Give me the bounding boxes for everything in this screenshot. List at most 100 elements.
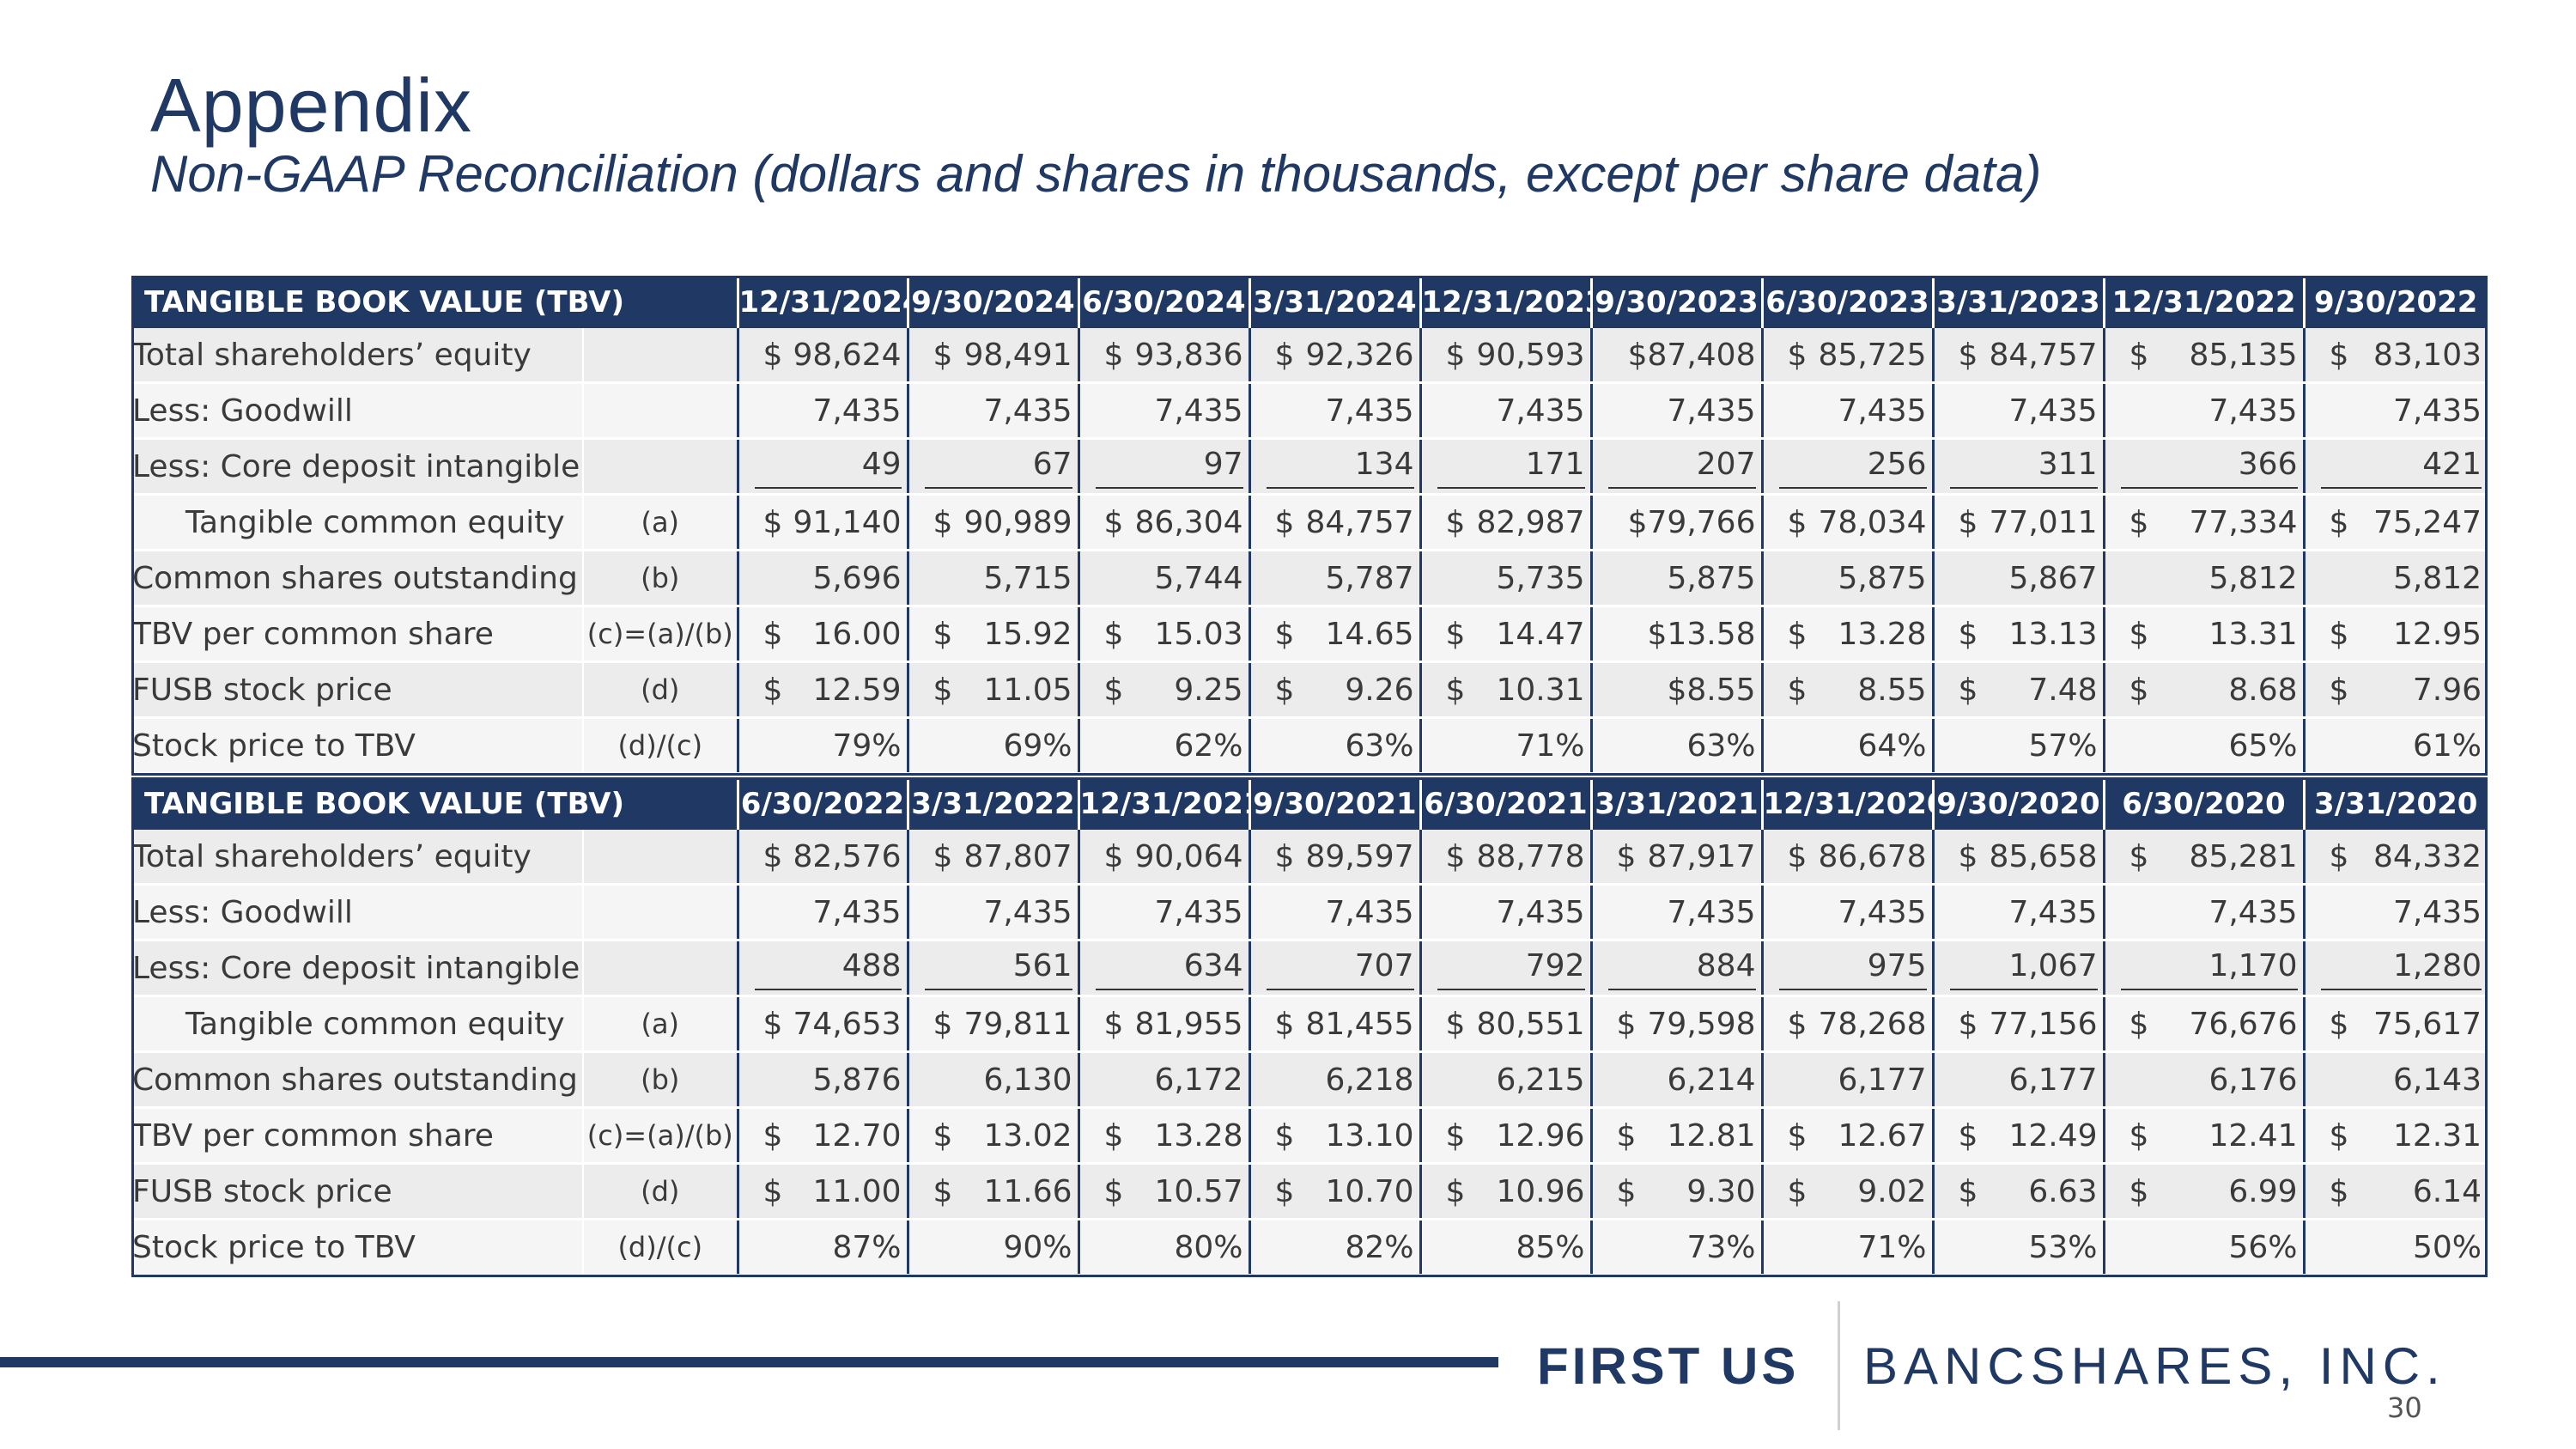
value-cell: 7,435: [1589, 884, 1762, 941]
value-number: 975: [1867, 947, 1927, 983]
value-cell: $90,064: [1077, 830, 1249, 886]
row-label: Tangible common equity: [132, 494, 583, 551]
value-cell: 884: [1589, 940, 1762, 997]
value-number: 5,696: [812, 560, 902, 596]
value-number: 6.63: [2028, 1173, 2098, 1209]
value-cell: $13.28: [1760, 606, 1933, 663]
currency-symbol: $: [933, 1006, 953, 1042]
table-heading: TANGIBLE BOOK VALUE (TBV): [132, 277, 738, 328]
value-number: 56%: [2228, 1229, 2298, 1265]
value-number: 7,435: [983, 393, 1072, 429]
value-cell: $9.26: [1248, 661, 1420, 719]
value-cell: 69%: [906, 717, 1078, 775]
value-cell: $6.63: [1931, 1163, 2104, 1221]
value-cell: 6,177: [1931, 1051, 2104, 1109]
column-date: 12/31/2024: [736, 277, 908, 328]
value-cell: 7,435: [1589, 382, 1762, 440]
value-cell: $10.96: [1419, 1163, 1591, 1221]
value-cell: $91,140: [736, 494, 908, 551]
column-date: 9/30/2024: [906, 277, 1078, 328]
row-label: Less: Goodwill: [132, 382, 583, 440]
currency-symbol: $: [1445, 1117, 1466, 1154]
value-number: 12.31: [2392, 1117, 2482, 1154]
value-cell: 63%: [1589, 717, 1762, 775]
value-cell: $93,836: [1077, 328, 1249, 384]
currency-symbol: $: [1958, 616, 1978, 652]
value-cell: $76,676: [2102, 995, 2304, 1053]
currency-symbol: $: [762, 1173, 783, 1209]
currency-symbol: $: [1103, 337, 1124, 373]
currency-symbol: $: [1958, 672, 1978, 708]
value-cell: $7.48: [1931, 661, 2104, 719]
currency-symbol: $: [933, 1173, 953, 1209]
value-number: 5,744: [1154, 560, 1243, 596]
value-cell: $85,135: [2102, 328, 2304, 384]
value-number: 561: [1012, 947, 1072, 983]
value-cell: $81,955: [1077, 995, 1249, 1053]
value-cell: 6,218: [1248, 1051, 1420, 1109]
table-row: Less: Core deposit intangible 49 67 97 134 17…: [132, 438, 2487, 496]
currency-symbol: $: [1787, 1173, 1807, 1209]
value-number: 77,011: [1989, 504, 2098, 540]
value-cell: 6,143: [2302, 1051, 2487, 1109]
row-reference: (b): [582, 1051, 738, 1109]
value-number: 7,435: [2008, 894, 2098, 930]
value-cell: 50%: [2302, 1219, 2487, 1276]
currency-symbol: $: [2329, 504, 2349, 540]
value-number: 78,268: [1818, 1006, 1927, 1042]
currency-symbol: $: [933, 504, 953, 540]
value-number: 79%: [832, 728, 902, 764]
currency-symbol: $: [1616, 838, 1637, 874]
value-cell: 1,170: [2102, 940, 2304, 997]
page-title: Appendix: [150, 63, 472, 148]
row-label: Tangible common equity: [132, 995, 583, 1053]
value-cell: $8.68: [2102, 661, 2304, 719]
value-number: 10.70: [1325, 1173, 1414, 1209]
currency-symbol: $: [1103, 672, 1124, 708]
row-label: Common shares outstanding: [132, 550, 583, 607]
value-cell: $98,624: [736, 328, 908, 384]
value-cell: 366: [2102, 438, 2304, 496]
value-cell: 7,435: [906, 382, 1078, 440]
currency-symbol: $: [1274, 504, 1295, 540]
value-cell: $9.25: [1077, 661, 1249, 719]
value-number: 134: [1354, 446, 1414, 482]
value-number: 57%: [2028, 728, 2098, 764]
value-number: 7,435: [2208, 894, 2298, 930]
value-number: 74,653: [793, 1006, 902, 1042]
table-row: Total shareholders’ equity $82,576 $87,807…: [132, 830, 2487, 886]
value-number: 7,435: [1154, 393, 1243, 429]
value-cell: 5,875: [1589, 550, 1762, 607]
value-cell: $90,593: [1419, 328, 1591, 384]
value-cell: $83,103: [2302, 328, 2487, 384]
value-cell: $8.55: [1589, 661, 1762, 719]
currency-symbol: $: [762, 504, 783, 540]
value-cell: $92,326: [1248, 328, 1420, 384]
value-cell: 5,715: [906, 550, 1078, 607]
value-number: 6,215: [1496, 1062, 1585, 1098]
value-number: 6,176: [2208, 1062, 2298, 1098]
value-number: 6,177: [1838, 1062, 1927, 1098]
value-number: 5,787: [1325, 560, 1414, 596]
value-number: 61%: [2412, 728, 2482, 764]
value-number: 93,836: [1134, 337, 1243, 373]
value-number: 79,598: [1647, 1006, 1756, 1042]
value-cell: $79,598: [1589, 995, 1762, 1053]
row-label: Less: Goodwill: [132, 884, 583, 941]
currency-symbol: $: [2129, 672, 2149, 708]
row-label: Less: Core deposit intangible: [132, 940, 583, 997]
value-cell: 7,435: [1931, 884, 2104, 941]
value-cell: $77,334: [2102, 494, 2304, 551]
row-reference: (a): [582, 494, 738, 551]
table-row: Common shares outstanding (b) 5,696 5,715 5,…: [132, 550, 2487, 607]
value-number: 256: [1867, 446, 1927, 482]
column-date: 3/31/2024: [1248, 277, 1420, 328]
currency-symbol: $: [762, 1006, 783, 1042]
value-number: 50%: [2412, 1229, 2482, 1265]
value-cell: $79,766: [1589, 494, 1762, 551]
row-reference: [582, 328, 738, 384]
value-number: 5,735: [1496, 560, 1585, 596]
value-number: 71%: [1516, 728, 1585, 764]
value-cell: 90%: [906, 1219, 1078, 1276]
value-number: 78,034: [1818, 504, 1927, 540]
